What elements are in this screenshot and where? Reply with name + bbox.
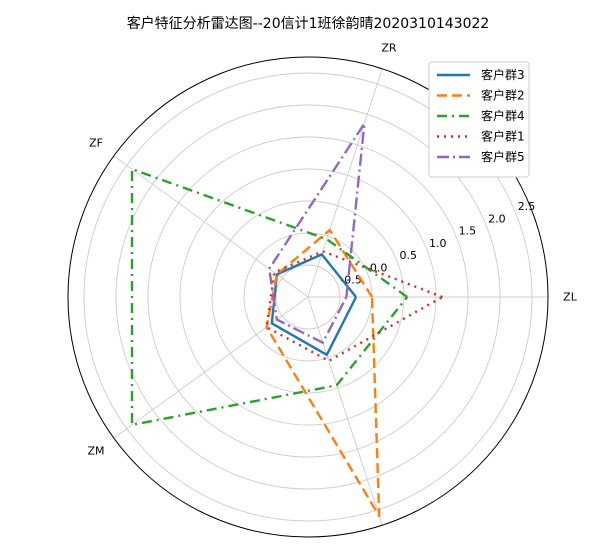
series-line-4 bbox=[265, 250, 443, 363]
axis-label-ZR: ZR bbox=[381, 41, 397, 54]
legend-box bbox=[428, 61, 530, 178]
legend-label-5: 客户群5 bbox=[481, 149, 525, 164]
legend-entries: 客户群3 客户群2 客户群4 客户群1 客户群5 bbox=[437, 67, 525, 164]
grid-spoke-3 bbox=[113, 296, 309, 439]
legend-label-3: 客户群4 bbox=[481, 108, 525, 123]
series-lines bbox=[130, 122, 443, 518]
axis-labels: ZL ZR ZF ZM bbox=[88, 41, 578, 457]
chart-title: 客户特征分析雷达图--20信计1班徐韵晴2020310143022 bbox=[127, 15, 490, 32]
radial-tick-label: 1.0 bbox=[429, 237, 447, 250]
legend: 客户群3 客户群2 客户群4 客户群1 客户群5 bbox=[428, 61, 530, 178]
series-line-2 bbox=[265, 228, 381, 518]
axis-label-ZM: ZM bbox=[88, 444, 105, 457]
outer-circle bbox=[67, 56, 549, 538]
radar-grid bbox=[67, 56, 549, 538]
legend-label-1: 客户群3 bbox=[481, 67, 525, 82]
axis-label-ZL: ZL bbox=[563, 291, 578, 304]
radial-tick-label: 0.0 bbox=[370, 261, 388, 274]
series-line-3 bbox=[130, 167, 409, 427]
legend-label-2: 客户群2 bbox=[481, 88, 525, 103]
radial-tick-label: 1.5 bbox=[459, 225, 477, 238]
legend-label-4: 客户群1 bbox=[481, 129, 525, 144]
axis-label-ZF: ZF bbox=[89, 137, 103, 150]
grid-spoke-1 bbox=[307, 68, 383, 298]
grid-spoke-2 bbox=[113, 155, 309, 298]
radial-tick-labels: -0.50.00.51.01.52.02.5 bbox=[340, 200, 535, 286]
radial-tick-label: 2.5 bbox=[518, 200, 536, 213]
radial-tick-label: 0.5 bbox=[399, 249, 417, 262]
radial-tick-label: 2.0 bbox=[488, 212, 506, 225]
grid-spoke-4 bbox=[307, 296, 383, 526]
